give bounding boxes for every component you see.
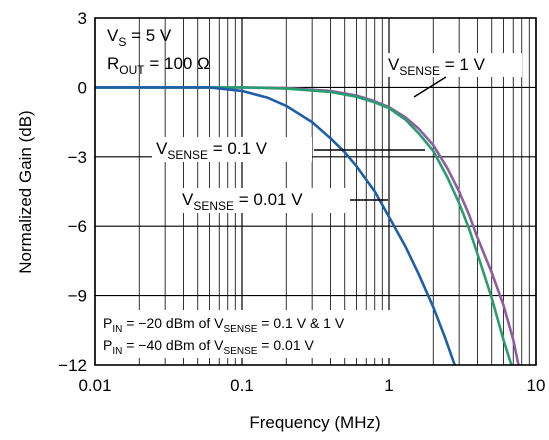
rout-main: R: [107, 54, 119, 73]
vsense-1v-sub: SENSE: [399, 64, 440, 78]
pin2-psub: IN: [112, 346, 122, 357]
y-tick-label: −6: [68, 217, 87, 236]
y-tick-label: −12: [58, 356, 87, 375]
pin-note-1: PIN = −20 dBm of VSENSE = 0.1 V & 1 V: [103, 315, 345, 335]
vsense-1v-label-bg: [384, 53, 522, 77]
vsense-01v-label: VSENSE = 0.1 V: [156, 139, 268, 162]
vs-sub: S: [118, 35, 126, 49]
rout-annotation: ROUT = 100 Ω: [107, 54, 210, 77]
pin1-p: P: [103, 315, 112, 331]
vsense-001v-rest: = 0.01 V: [234, 190, 303, 209]
rout-rest: = 100 Ω: [145, 54, 210, 73]
pin2-p: P: [103, 337, 112, 353]
x-tick-label: 0.01: [78, 376, 111, 395]
y-axis-label: Normalized Gain (dB): [16, 110, 35, 273]
x-tick-labels: 0.01 0.1 1 10: [78, 376, 545, 395]
vsense-1v-leader: [413, 76, 447, 98]
y-tick-label: 3: [78, 9, 87, 28]
vsense-01v-label-bg: [152, 137, 312, 162]
series-lines: [95, 86, 520, 365]
x-axis-label: Frequency (MHz): [249, 413, 380, 432]
vsense-1v-main: V: [388, 55, 400, 74]
vsense-001v-sub: SENSE: [193, 199, 234, 213]
y-tick-label: −9: [68, 287, 87, 306]
pin1-psub: IN: [112, 324, 122, 335]
vsense-01v-main: V: [156, 139, 168, 158]
x-tick-label: 1: [384, 376, 393, 395]
plot-frame: [94, 17, 537, 366]
pin2-vsub: SENSE: [224, 346, 258, 357]
y-tick-label: −3: [68, 148, 87, 167]
vsense-001v-label-bg: [178, 188, 348, 213]
x-tick-label: 10: [527, 376, 546, 395]
pin1-vsub: SENSE: [224, 324, 258, 335]
pin1-mid: = −20 dBm of V: [122, 315, 224, 331]
pin-note-2: PIN = −40 dBm of VSENSE = 0.01 V: [103, 337, 315, 357]
series-line-vsense-0-1-v: [95, 86, 513, 365]
pin2-rest: = 0.01 V: [257, 337, 314, 353]
vs-main: V: [107, 26, 119, 45]
vs-rest: = 5 V: [126, 26, 172, 45]
pin-notes-bg: [100, 310, 400, 358]
vsense-01v-rest: = 0.1 V: [208, 139, 268, 158]
pin2-mid: = −40 dBm of V: [122, 337, 224, 353]
series-line-vsense-0-01-v: [95, 86, 456, 365]
rout-sub: OUT: [119, 63, 145, 77]
vsense-1v-label: VSENSE = 1 V: [388, 55, 486, 78]
vs-annotation: VS = 5 V: [107, 26, 172, 49]
x-tick-label: 0.1: [230, 376, 254, 395]
y-tick-label: 0: [78, 78, 87, 97]
vsense-01v-sub: SENSE: [167, 148, 208, 162]
pin1-rest: = 0.1 V & 1 V: [257, 315, 344, 331]
y-tick-labels: 3 0 −3 −6 −9 −12: [58, 9, 87, 375]
vsense-1v-rest: = 1 V: [440, 55, 486, 74]
vsense-001v-label: VSENSE = 0.01 V: [182, 190, 303, 213]
vsense-001v-main: V: [182, 190, 194, 209]
